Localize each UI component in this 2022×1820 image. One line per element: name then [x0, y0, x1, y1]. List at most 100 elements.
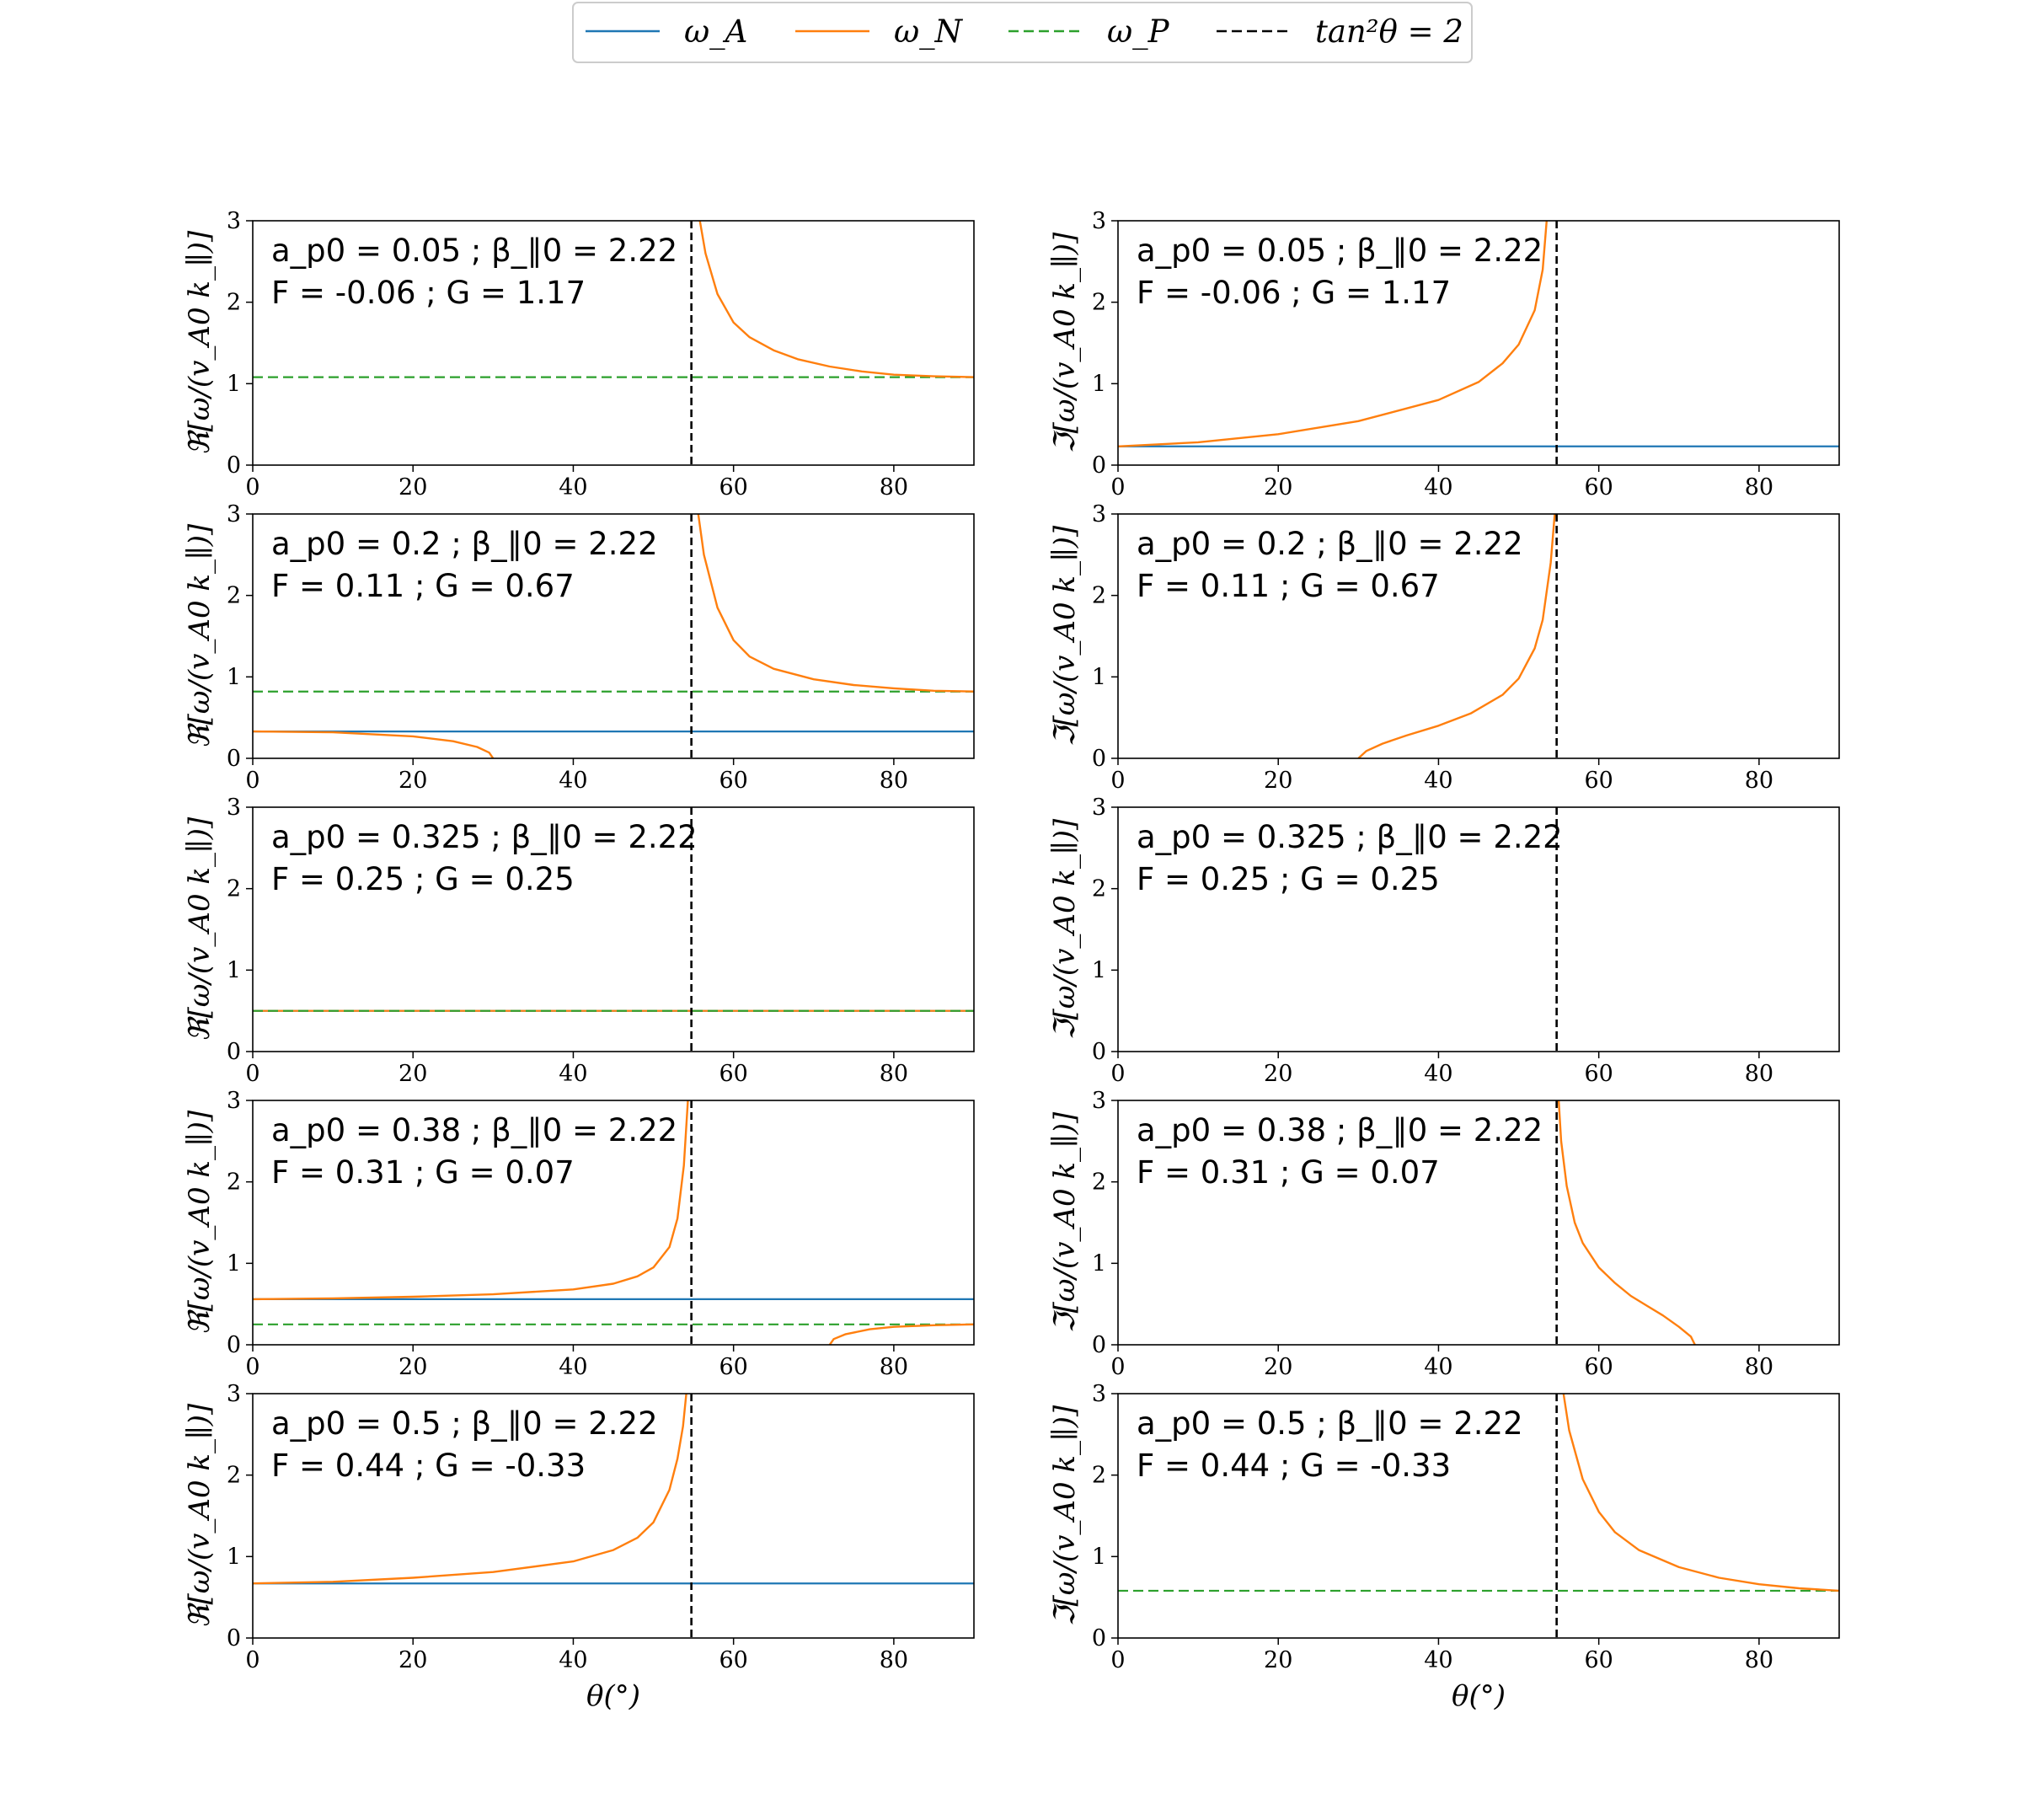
y-tick-label: 3	[1092, 501, 1106, 527]
x-tick-label: 80	[880, 474, 908, 500]
x-tick-label: 20	[1264, 768, 1292, 794]
plot-frame	[252, 1393, 975, 1639]
y-tick-label: 3	[1092, 1381, 1106, 1407]
y-axis-label: ℑ[ω/(v_A0 k_∥)]	[1048, 1111, 1082, 1333]
x-tick-label: 20	[399, 768, 427, 794]
series-group	[253, 1394, 974, 1585]
x-tick-label: 20	[1264, 474, 1292, 500]
plot-frame	[252, 806, 975, 1052]
y-tick-label: 0	[227, 746, 241, 772]
plot-frame	[1117, 1100, 1840, 1346]
annotation-params: a_p0 = 0.2 ; β_∥0 = 2.22	[271, 526, 658, 562]
series-group	[253, 514, 974, 758]
annotation-fg: F = 0.25 ; G = 0.25	[271, 861, 575, 897]
series-omega-n-curve	[1557, 1100, 1696, 1345]
series-group	[1357, 514, 1556, 758]
y-tick-label: 3	[227, 1381, 241, 1407]
x-tick-label: 0	[245, 768, 259, 794]
plot-frame	[1117, 1393, 1840, 1639]
legend: ω_A ω_N ω_P tan²θ = 2	[572, 2, 1473, 63]
x-tick-label: 20	[399, 1061, 427, 1087]
y-axis-label: ℜ[ω/(v_A0 k_∥)]	[183, 230, 217, 455]
annotation-fg: F = -0.06 ; G = 1.17	[1137, 275, 1451, 311]
y-axis-label: ℑ[ω/(v_A0 k_∥)]	[1048, 525, 1082, 747]
x-tick-label: 20	[1264, 1647, 1292, 1673]
legend-label: tan²θ = 2	[1315, 13, 1463, 50]
legend-label: ω_N	[894, 13, 964, 51]
y-axis-label: ℜ[ω/(v_A0 k_∥)]	[183, 1403, 217, 1628]
panel-real-1: 0 20 40 60 80 0 1 2 3 ℜ[ω/(v_A0 k_∥)] a_p0 = 0.05 …	[183, 208, 975, 500]
x-tick-label: 0	[245, 474, 259, 500]
x-tick-label: 60	[1584, 1647, 1613, 1673]
series-omega-n-curve	[1118, 221, 1548, 447]
x-tick-label: 40	[559, 1354, 587, 1380]
y-tick-label: 2	[227, 1463, 241, 1489]
y-tick-label: 1	[1092, 1544, 1106, 1570]
plot-frame	[1117, 220, 1840, 466]
y-tick-label: 1	[1092, 1250, 1106, 1277]
series-omega-n-curve	[253, 1394, 687, 1585]
x-tick-label: 0	[1110, 1354, 1125, 1380]
annotation-params: a_p0 = 0.05 ; β_∥0 = 2.22	[271, 233, 677, 269]
annotation-params: a_p0 = 0.2 ; β_∥0 = 2.22	[1137, 526, 1523, 562]
x-tick-label: 60	[1584, 1061, 1613, 1087]
series-omega-n-curve	[828, 1323, 974, 1345]
x-tick-label: 20	[399, 1647, 427, 1673]
x-tick-label: 40	[1424, 768, 1452, 794]
legend-label: ω_P	[1107, 13, 1170, 51]
x-tick-label: 60	[1584, 768, 1613, 794]
series-omega-n-curve	[1562, 1394, 1839, 1592]
panel-imag-3: 0 20 40 60 80 0 1 2 3 ℑ[ω/(v_A0 k_∥)] a_p0 = 0.325…	[1048, 795, 1840, 1087]
x-axis-label: θ(°)	[586, 1679, 640, 1713]
y-tick-label: 0	[1092, 452, 1106, 479]
x-tick-label: 80	[880, 1354, 908, 1380]
plot-frame	[252, 220, 975, 466]
y-tick-label: 2	[1092, 876, 1106, 902]
panel-imag-1: 0 20 40 60 80 0 1 2 3 ℑ[ω/(v_A0 k_∥)] a_p0 = 0.05 …	[1048, 208, 1840, 500]
x-tick-label: 60	[719, 768, 747, 794]
x-tick-label: 80	[1745, 1061, 1773, 1087]
y-tick-label: 0	[227, 1625, 241, 1651]
annotation-params: a_p0 = 0.05 ; β_∥0 = 2.22	[1137, 233, 1543, 269]
annotation-params: a_p0 = 0.38 ; β_∥0 = 2.22	[271, 1112, 677, 1148]
y-tick-label: 3	[227, 795, 241, 821]
x-tick-label: 60	[1584, 474, 1613, 500]
legend-frame	[572, 2, 1473, 63]
series-group	[253, 1100, 974, 1345]
x-tick-label: 80	[880, 768, 908, 794]
x-tick-label: 20	[1264, 1061, 1292, 1087]
y-tick-label: 1	[227, 1250, 241, 1277]
annotation-params: a_p0 = 0.5 ; β_∥0 = 2.22	[1137, 1405, 1523, 1442]
y-tick-label: 0	[1092, 1625, 1106, 1651]
x-tick-label: 40	[1424, 474, 1452, 500]
panel-imag-4: 0 20 40 60 80 0 1 2 3 ℑ[ω/(v_A0 k_∥)] a_p0 = 0.38 …	[1048, 1088, 1840, 1380]
x-tick-label: 0	[245, 1647, 259, 1673]
series-group	[1118, 221, 1839, 447]
x-tick-label: 60	[719, 1061, 747, 1087]
x-tick-label: 80	[1745, 1647, 1773, 1673]
x-tick-label: 0	[245, 1061, 259, 1087]
y-tick-label: 2	[227, 290, 241, 316]
x-tick-label: 40	[1424, 1647, 1452, 1673]
y-tick-label: 0	[1092, 1332, 1106, 1358]
panel-imag-2: 0 20 40 60 80 0 1 2 3 ℑ[ω/(v_A0 k_∥)] a_p0 = 0.2 ;…	[1048, 501, 1840, 794]
y-tick-label: 1	[227, 664, 241, 690]
panel-real-4: 0 20 40 60 80 0 1 2 3 ℜ[ω/(v_A0 k_∥)] a_p0 = 0.38 …	[183, 1088, 975, 1380]
annotation-fg: F = 0.11 ; G = 0.67	[271, 568, 575, 604]
y-tick-label: 1	[1092, 664, 1106, 690]
plot-frame	[252, 1100, 975, 1346]
series-omega-n-curve	[698, 221, 974, 378]
x-tick-label: 80	[1745, 474, 1773, 500]
y-tick-label: 0	[227, 1039, 241, 1065]
x-tick-label: 0	[1110, 474, 1125, 500]
x-tick-label: 60	[719, 474, 747, 500]
x-tick-label: 40	[559, 1061, 587, 1087]
series-omega-n-curve	[697, 514, 974, 693]
x-tick-label: 40	[559, 768, 587, 794]
x-tick-label: 80	[1745, 768, 1773, 794]
y-tick-label: 3	[227, 208, 241, 234]
x-tick-label: 20	[399, 474, 427, 500]
y-axis-label: ℑ[ω/(v_A0 k_∥)]	[1048, 818, 1082, 1040]
plot-frame	[1117, 513, 1840, 759]
